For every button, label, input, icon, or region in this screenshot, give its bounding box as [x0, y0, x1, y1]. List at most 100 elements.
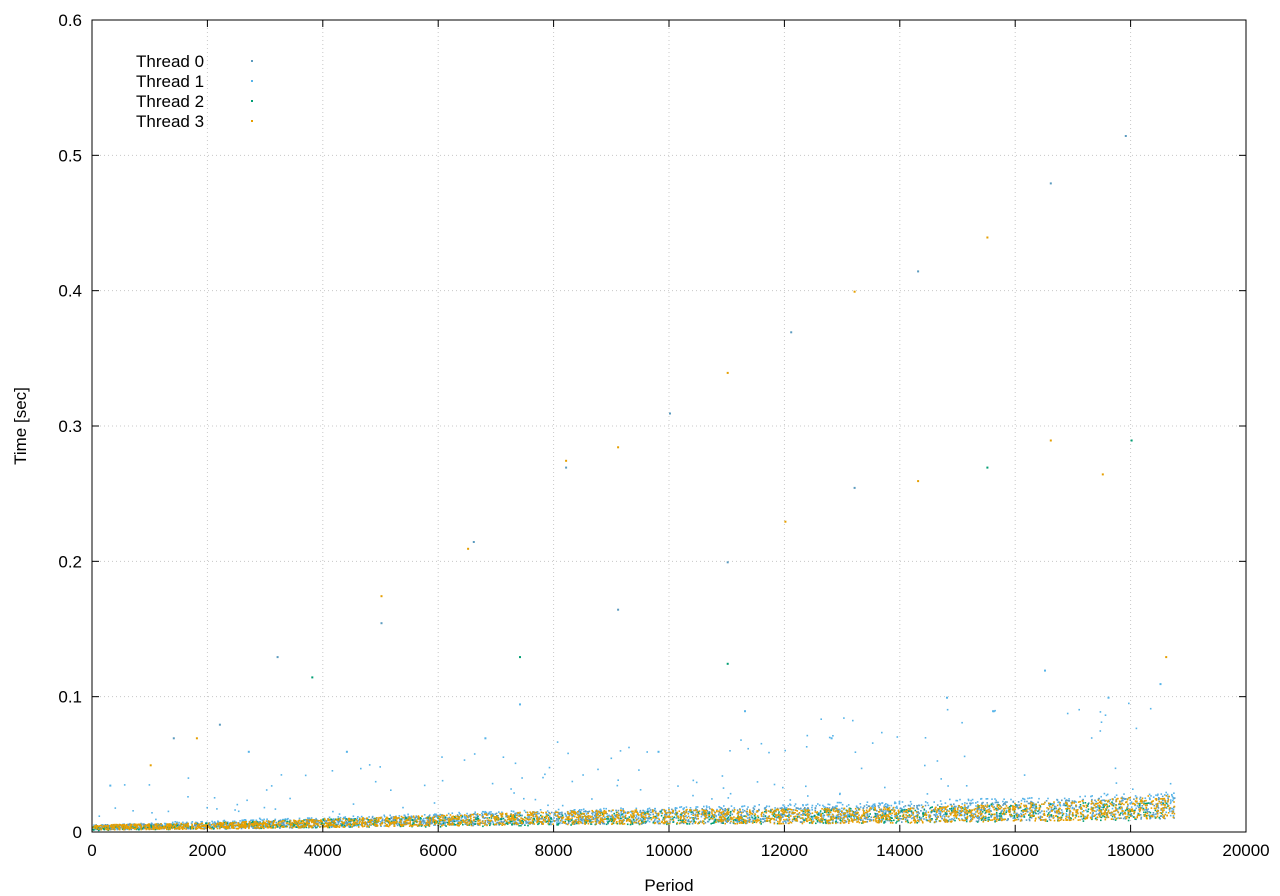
data-point	[536, 812, 538, 815]
data-point	[598, 820, 601, 823]
data-point	[1165, 806, 1167, 809]
data-point	[864, 816, 867, 818]
data-point	[1139, 796, 1142, 799]
data-point	[907, 804, 910, 807]
data-point	[413, 822, 415, 824]
data-point	[521, 777, 523, 779]
data-point	[589, 820, 591, 822]
data-point	[1055, 806, 1057, 808]
data-point	[483, 817, 486, 820]
data-point	[958, 812, 961, 815]
data-point	[782, 804, 784, 806]
data-point	[884, 813, 887, 815]
data-point	[1018, 804, 1021, 806]
data-point	[495, 822, 498, 824]
data-point	[1004, 803, 1007, 806]
data-point	[594, 823, 597, 826]
data-point	[433, 824, 435, 826]
data-point	[1129, 810, 1132, 813]
data-point	[1008, 808, 1010, 811]
data-point	[635, 815, 638, 818]
data-point	[862, 807, 864, 810]
data-point	[295, 826, 298, 828]
data-point	[685, 806, 688, 808]
data-point	[1029, 808, 1031, 810]
data-point	[1128, 816, 1130, 819]
data-point	[921, 806, 924, 809]
data-point	[392, 816, 395, 818]
data-point	[255, 819, 258, 822]
data-point	[918, 819, 921, 821]
data-point	[1141, 797, 1144, 800]
data-point	[382, 819, 384, 822]
data-point	[541, 818, 543, 820]
data-point	[345, 820, 348, 823]
data-point	[1071, 800, 1074, 802]
data-point	[1071, 814, 1074, 816]
data-point	[582, 774, 584, 776]
data-point	[998, 804, 1000, 806]
data-point	[748, 819, 750, 822]
data-point	[528, 816, 531, 818]
data-point	[568, 813, 570, 816]
data-point	[1078, 806, 1081, 809]
data-point	[427, 816, 429, 819]
data-point	[802, 817, 804, 819]
data-point	[690, 813, 693, 816]
data-point	[360, 815, 363, 818]
data-point	[333, 820, 335, 823]
data-point	[441, 823, 443, 825]
data-point	[942, 807, 944, 809]
data-point	[730, 805, 733, 807]
data-point	[352, 803, 355, 805]
data-point	[252, 819, 255, 821]
data-point	[494, 817, 496, 820]
data-point	[1068, 814, 1070, 817]
data-point	[564, 820, 567, 823]
data-point	[636, 818, 638, 821]
data-point	[1114, 816, 1116, 819]
data-point	[288, 820, 290, 823]
data-point	[1063, 802, 1065, 805]
data-point	[1134, 818, 1136, 820]
data-point	[368, 816, 370, 818]
outlier-point	[172, 737, 175, 740]
data-point	[357, 816, 359, 818]
data-point	[619, 750, 622, 752]
data-point	[656, 814, 658, 817]
data-point	[743, 809, 746, 812]
data-point	[1035, 812, 1037, 815]
data-point	[357, 820, 359, 823]
data-point	[972, 814, 974, 817]
data-point	[281, 822, 283, 824]
data-point	[292, 823, 295, 825]
data-point	[423, 814, 426, 816]
data-point	[662, 818, 664, 821]
data-point	[239, 820, 241, 822]
data-point	[1103, 799, 1106, 802]
data-point	[702, 813, 704, 816]
data-point	[287, 823, 289, 826]
data-point	[151, 823, 153, 825]
data-point	[666, 823, 668, 826]
data-point	[1097, 806, 1099, 809]
data-point	[115, 827, 118, 830]
data-point	[1135, 807, 1137, 810]
data-point	[1111, 815, 1114, 818]
data-point	[1082, 802, 1085, 804]
outlier-point	[218, 723, 221, 726]
data-point	[430, 817, 433, 819]
data-point	[107, 827, 109, 830]
data-point	[1095, 800, 1097, 803]
data-point	[466, 812, 468, 815]
data-point	[650, 817, 652, 819]
data-point	[682, 822, 685, 825]
data-point	[822, 817, 825, 819]
data-point	[729, 818, 731, 820]
data-point	[941, 817, 943, 820]
data-point	[405, 823, 408, 826]
data-point	[883, 805, 885, 808]
data-point	[688, 823, 691, 825]
data-point	[899, 807, 902, 810]
data-point	[237, 810, 240, 813]
